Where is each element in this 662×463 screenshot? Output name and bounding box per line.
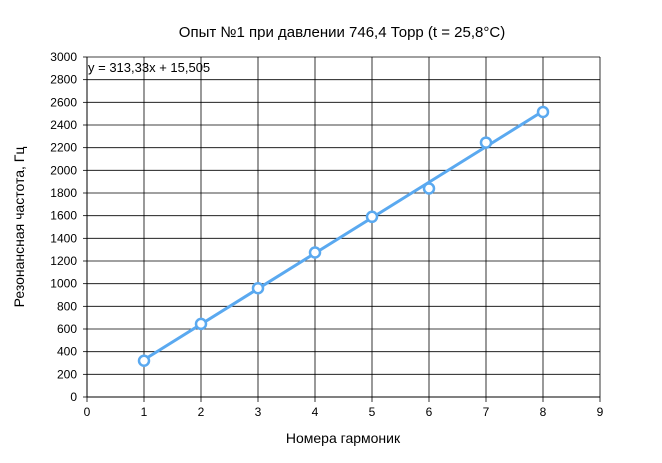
y-axis-label: Резонансная частота, Гц [11,147,27,308]
y-tick-label: 3000 [50,50,77,64]
x-tick-label: 3 [255,405,262,419]
data-point [422,182,436,195]
chart-title: Опыт №1 при давлении 746,4 Торр (t = 25,… [179,24,505,41]
x-tick-label: 5 [369,405,376,419]
tick-labels: 0 200 400 600 800 1000 1200 1400 1600 1800 2000 220… [50,50,603,419]
y-tick-label: 200 [57,367,77,381]
x-tick-label: 0 [84,405,91,419]
y-tick-label: 1200 [50,254,77,268]
data-point [251,281,265,295]
y-tick-label: 2400 [50,118,77,132]
x-tick-label: 2 [198,405,205,419]
x-tick-label: 6 [426,405,433,419]
y-tick-label: 2200 [50,141,77,155]
y-tick-label: 2600 [50,95,77,109]
x-tick-label: 4 [312,405,319,419]
y-tick-label: 600 [57,322,77,336]
x-tick-label: 8 [540,405,547,419]
y-tick-label: 1000 [50,277,77,291]
grid [87,56,601,397]
series [137,105,550,367]
data-point [194,317,208,331]
data-point [365,210,379,224]
y-tick-label: 2800 [50,73,77,87]
data-point [479,136,493,149]
x-tick-label: 7 [483,405,490,419]
y-tick-label: 1800 [50,186,77,200]
y-tick-label: 1600 [50,209,77,223]
data-point [536,105,550,119]
trendline [142,109,545,362]
x-tick-label: 1 [141,405,148,419]
data-point [308,246,322,259]
y-tick-label: 800 [57,299,77,313]
trendline-equation: y = 313,33x + 15,505 [88,60,210,75]
y-tick-label: 1400 [50,231,77,245]
y-tick-label: 0 [70,390,77,404]
x-tick-label: 9 [597,405,604,419]
data-point [137,354,151,367]
y-tick-label: 2000 [50,163,77,177]
y-tick-label: 400 [57,345,77,359]
axes [83,56,601,402]
x-axis-label: Номера гармоник [286,430,401,446]
